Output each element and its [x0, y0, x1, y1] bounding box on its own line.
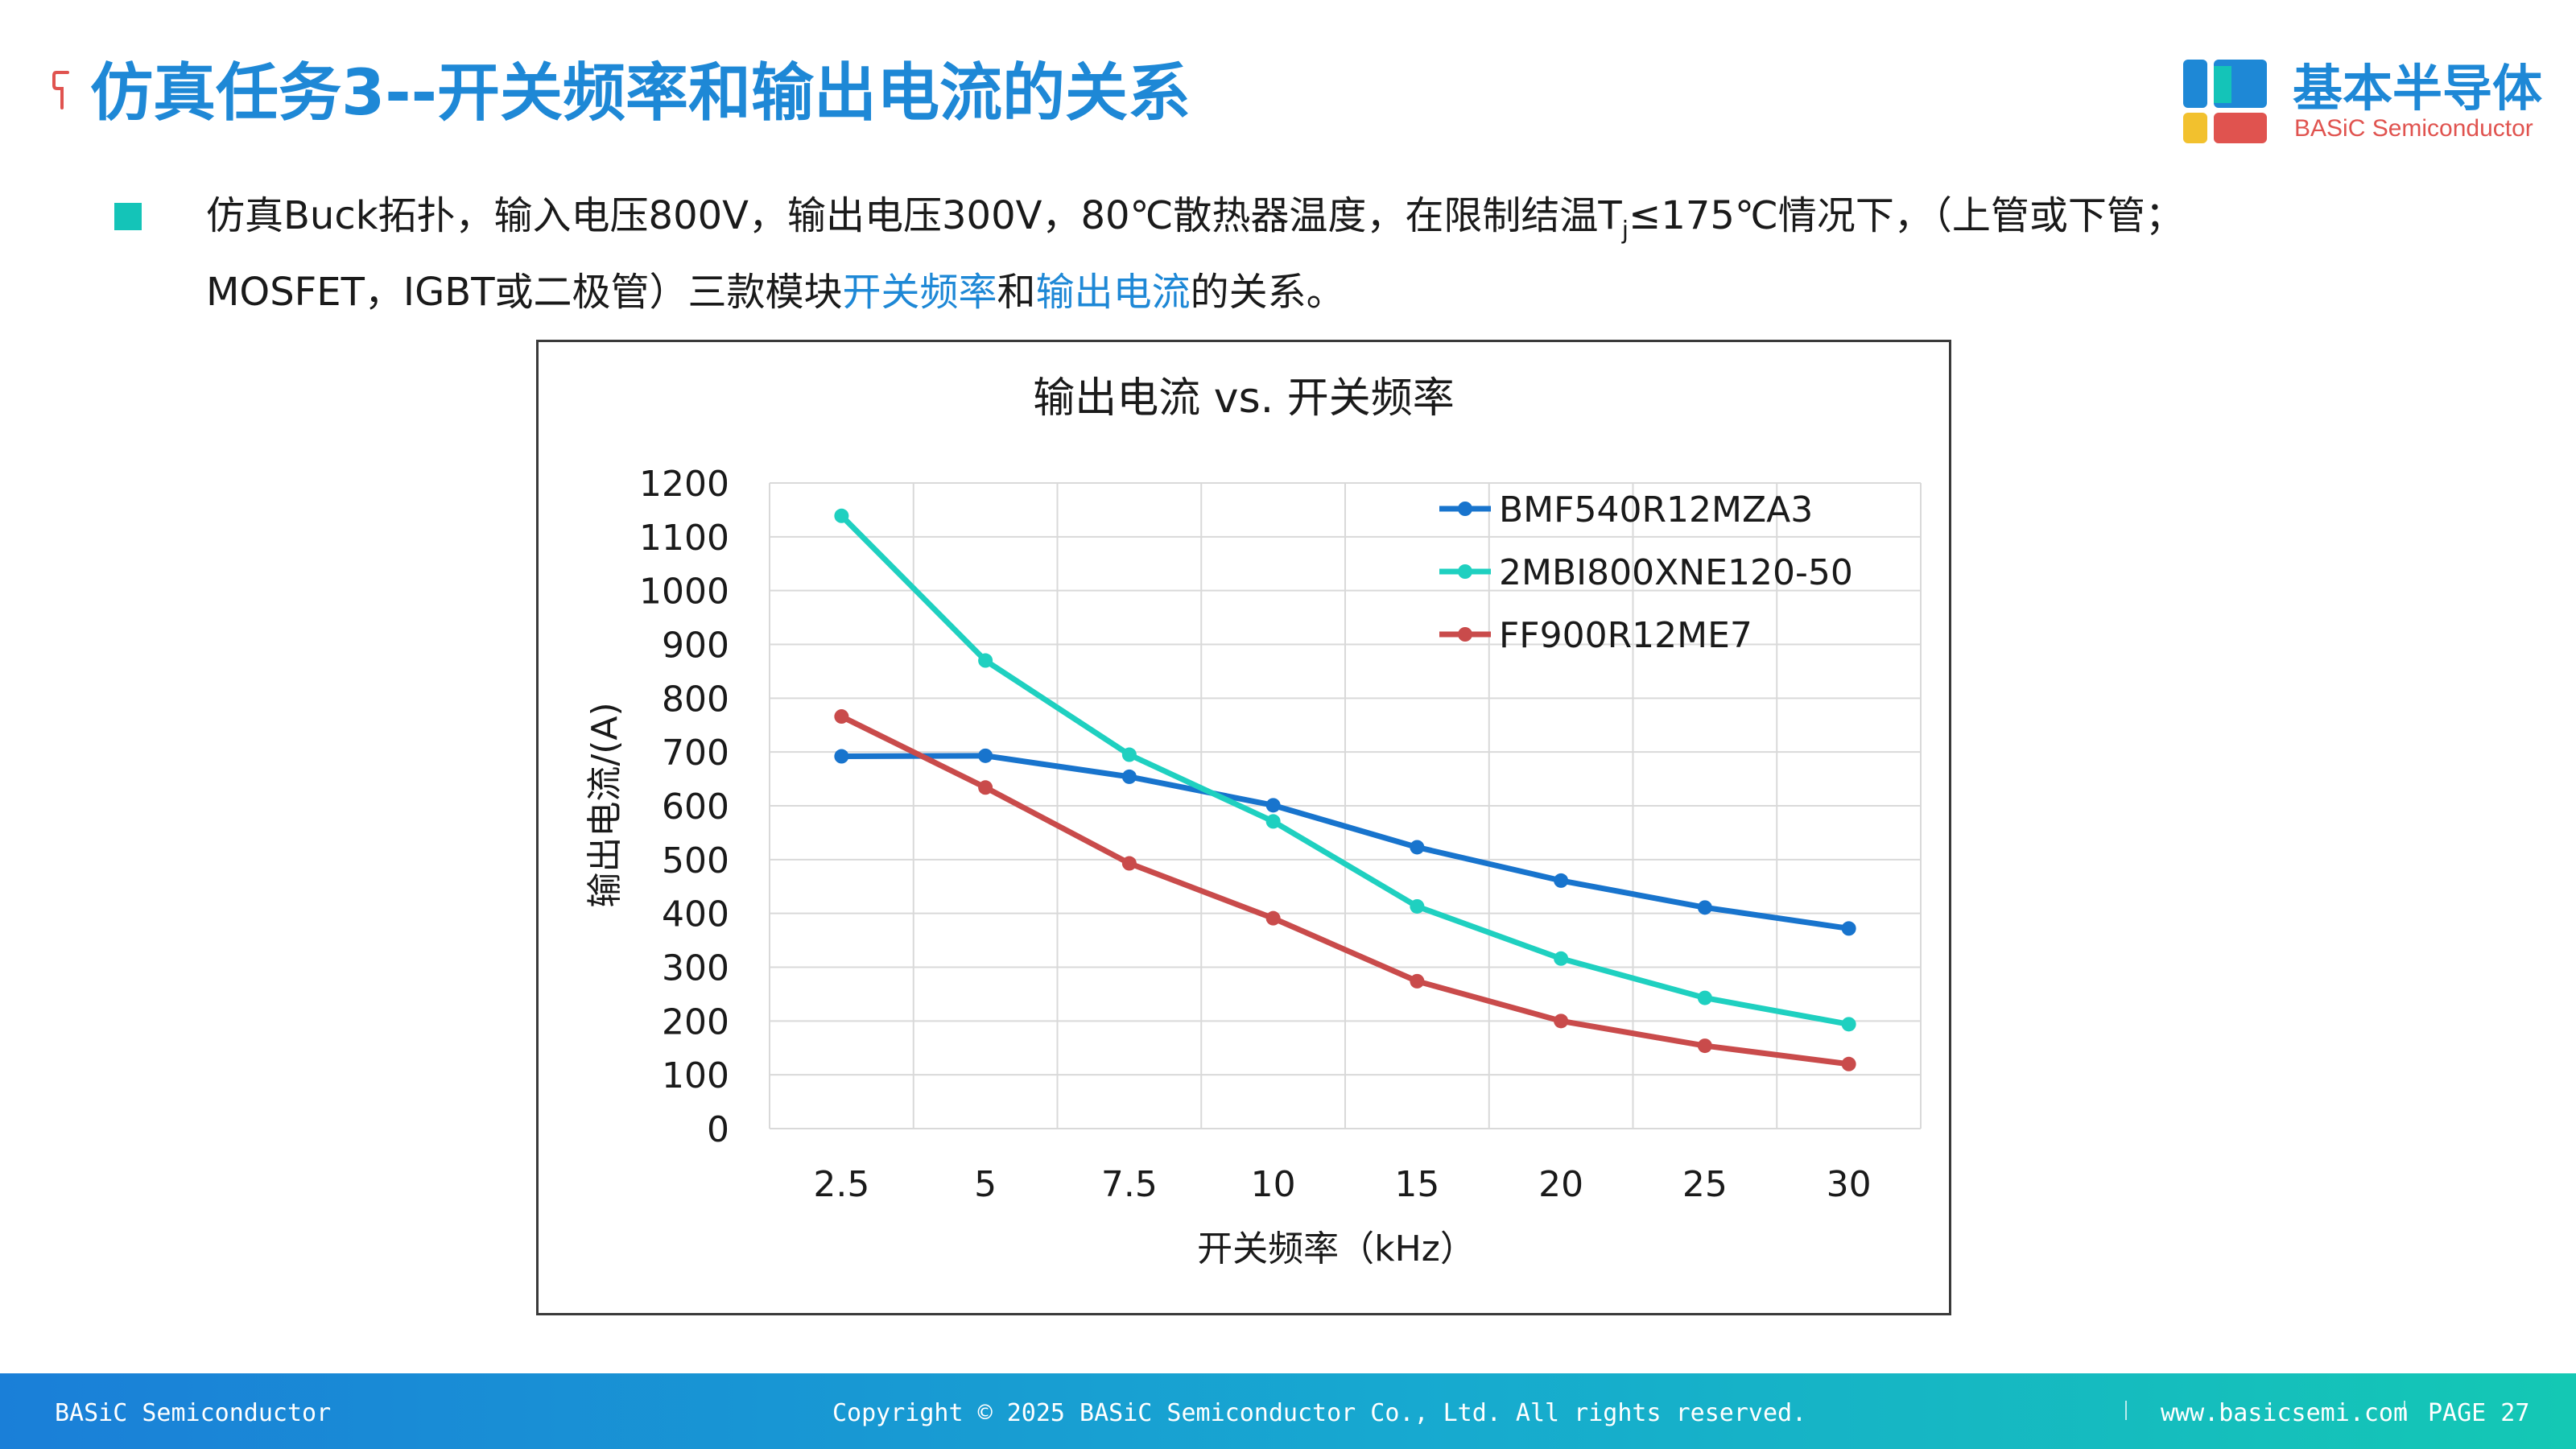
bullet-icon — [114, 203, 142, 230]
footer-separator — [2404, 1401, 2405, 1420]
task-description: 仿真Buck拓扑，输入电压800V，输出电压300V，80℃散热器温度，在限制结… — [206, 185, 2267, 323]
desc-connector: 和 — [997, 270, 1036, 315]
desc-highlight-frequency: 开关频率 — [842, 270, 997, 315]
footer-copyright: Copyright © 2025 BASiC Semiconductor Co.… — [832, 1399, 1807, 1427]
desc-highlight-current: 输出电流 — [1035, 270, 1191, 315]
footer-separator — [2125, 1401, 2127, 1420]
footer-company: BASiC Semiconductor — [55, 1399, 332, 1427]
company-logo: 基本半导体 BASiC Semiconductor — [2183, 60, 2542, 143]
desc-text-3: 的关系。 — [1190, 270, 1345, 315]
page-title: 仿真任务3--开关频率和输出电流的关系 — [90, 57, 1191, 130]
footer-bar — [0, 1373, 2576, 1449]
desc-subscript: j — [1621, 217, 1629, 245]
logo-mark-icon — [2183, 60, 2267, 143]
footer-website-link[interactable]: www.basicsemi.com — [2161, 1399, 2409, 1427]
chart-frame — [536, 340, 1951, 1315]
logo-english-name: BASiC Semiconductor — [2294, 115, 2533, 142]
desc-text-2: ≤175℃情况下，（上管或下管；MOSFET，IGBT或二极管）三款模块 — [206, 193, 2184, 315]
desc-text-1: 仿真Buck拓扑，输入电压800V，输出电压300V，80℃散热器温度，在限制结… — [206, 193, 1622, 238]
logo-chinese-name: 基本半导体 — [2293, 59, 2543, 118]
title-bracket-icon — [52, 71, 69, 109]
footer-page-number: PAGE 27 — [2428, 1399, 2530, 1427]
